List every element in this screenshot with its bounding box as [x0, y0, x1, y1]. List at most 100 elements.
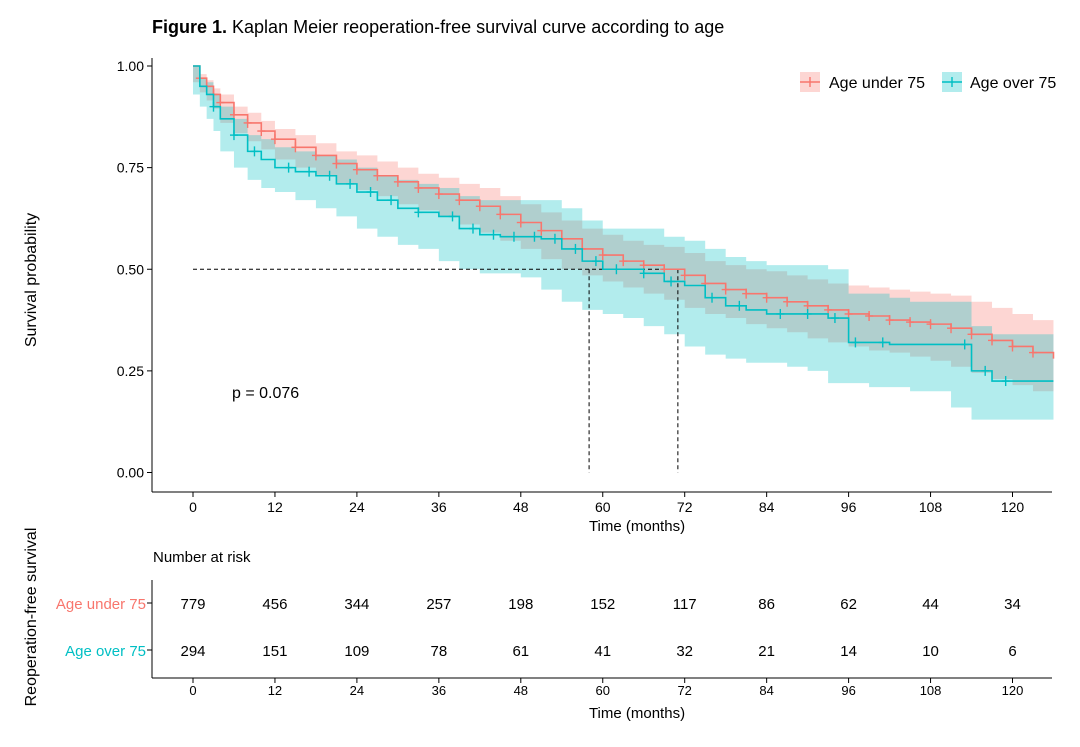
censor-mark-over-75 [229, 130, 238, 141]
y-tick-label: 0.75 [117, 160, 144, 176]
risk-x-tick-label: 0 [189, 683, 196, 698]
x-tick-label: 96 [841, 499, 857, 515]
risk-count-under-75: 198 [508, 596, 533, 613]
risk-x-tick-label: 12 [268, 683, 282, 698]
legend-label: Age over 75 [970, 75, 1056, 92]
risk-count-under-75: 344 [344, 596, 369, 613]
censor-mark-under-75 [332, 158, 341, 169]
censor-mark-under-75 [762, 292, 771, 303]
censor-mark-over-75 [448, 211, 457, 222]
risk-count-over-75: 6 [1008, 643, 1016, 660]
censor-mark-under-75 [537, 225, 546, 236]
x-tick-label: 84 [759, 499, 775, 515]
risk-count-under-75: 117 [673, 596, 697, 613]
censor-mark-over-75 [305, 166, 314, 177]
censor-mark-over-75 [803, 308, 812, 319]
censor-mark-over-75 [489, 229, 498, 240]
censor-mark-under-75 [352, 164, 361, 175]
risk-x-tick-label: 120 [1002, 683, 1024, 698]
figure-title: Figure 1. Kaplan Meier reoperation-free … [152, 17, 724, 38]
censor-mark-over-75 [591, 256, 600, 267]
censor-mark-under-75 [243, 117, 252, 128]
legend-label: Age under 75 [829, 75, 925, 92]
ci-band-over-75 [193, 66, 1054, 420]
censor-mark-over-75 [387, 195, 396, 206]
legend-item-over-75: Age over 75 [942, 72, 1056, 92]
censor-mark-over-75 [830, 313, 839, 324]
censor-mark-over-75 [346, 178, 355, 189]
censor-mark-over-75 [667, 276, 676, 287]
censor-mark-over-75 [960, 339, 969, 350]
censor-mark-under-75 [414, 182, 423, 193]
survival-curve-over-75 [193, 65, 1054, 382]
risk-count-over-75: 21 [758, 643, 775, 660]
censor-mark-under-75 [434, 189, 443, 200]
risk-x-tick-label: 96 [841, 683, 855, 698]
censor-mark-under-75 [619, 256, 628, 267]
risk-count-over-75: 151 [262, 643, 287, 660]
risk-x-tick-label: 48 [514, 683, 528, 698]
censor-mark-over-75 [612, 264, 621, 275]
x-tick-label: 12 [267, 499, 283, 515]
censor-mark-over-75 [284, 162, 293, 173]
censor-mark-under-75 [988, 335, 997, 346]
risk-x-tick-label: 24 [350, 683, 364, 698]
y-tick-label: 1.00 [117, 58, 144, 74]
censor-mark-over-75 [468, 223, 477, 234]
risk-count-over-75: 32 [676, 643, 693, 660]
censor-mark-over-75 [414, 207, 423, 218]
x-tick-label: 0 [189, 499, 197, 515]
risk-count-over-75: 294 [180, 643, 205, 660]
risk-x-tick-label: 84 [759, 683, 773, 698]
censor-mark-under-75 [1028, 347, 1037, 358]
censor-mark-over-75 [1001, 376, 1010, 387]
censor-mark-under-75 [721, 284, 730, 295]
censor-mark-over-75 [209, 101, 218, 112]
risk-count-over-75: 78 [431, 643, 448, 660]
censor-mark-under-75 [311, 150, 320, 161]
risk-x-tick-label: 108 [920, 683, 942, 698]
censor-mark-over-75 [530, 231, 539, 242]
censor-mark-under-75 [475, 201, 484, 212]
censor-mark-under-75 [906, 317, 915, 328]
legend-item-under-75: Age under 75 [800, 72, 925, 92]
risk-count-over-75: 10 [922, 643, 939, 660]
censor-mark-over-75 [366, 187, 375, 198]
censor-mark-over-75 [708, 292, 717, 303]
censor-mark-under-75 [455, 195, 464, 206]
risk-x-tick-label: 36 [432, 683, 446, 698]
censor-mark-under-75 [742, 288, 751, 299]
censor-mark-over-75 [509, 231, 518, 242]
risk-row-label-under-75: Age under 75 [56, 596, 146, 613]
censor-mark-over-75 [550, 233, 559, 244]
risk-y-axis-title: Reoperation-free survival [23, 528, 40, 707]
risk-count-under-75: 34 [1004, 596, 1021, 613]
p-value-annotation: p = 0.076 [232, 385, 299, 402]
censor-mark-over-75 [250, 146, 259, 157]
risk-count-under-75: 779 [180, 596, 205, 613]
risk-count-under-75: 257 [426, 596, 451, 613]
risk-x-axis-title: Time (months) [589, 705, 685, 722]
x-tick-label: 72 [677, 499, 693, 515]
censor-mark-under-75 [1008, 341, 1017, 352]
y-tick-label: 0.50 [117, 261, 144, 277]
censor-mark-over-75 [571, 243, 580, 254]
survival-plot: 0.00 0.25 0.50 0.75 1.00 0 12 24 36 48 60 72 84 96 108… [23, 58, 1056, 535]
risk-count-under-75: 62 [840, 596, 857, 613]
risk-count-over-75: 14 [840, 643, 857, 660]
censor-mark-under-75 [393, 176, 402, 187]
risk-table: Number at risk Age under 75 779 456 344 257 19… [23, 528, 1052, 722]
censor-mark-over-75 [639, 268, 648, 279]
legend: Age under 75 Age over 75 [800, 72, 1056, 92]
censor-mark-under-75 [291, 142, 300, 153]
censor-mark-over-75 [851, 337, 860, 348]
risk-count-over-75: 109 [344, 643, 369, 660]
y-tick-label: 0.00 [117, 465, 144, 481]
x-tick-label: 36 [431, 499, 447, 515]
x-tick-label: 60 [595, 499, 611, 515]
censor-mark-over-75 [735, 300, 744, 311]
censor-mark-under-75 [598, 250, 607, 261]
x-tick-label: 24 [349, 499, 365, 515]
risk-x-tick-label: 60 [596, 683, 610, 698]
